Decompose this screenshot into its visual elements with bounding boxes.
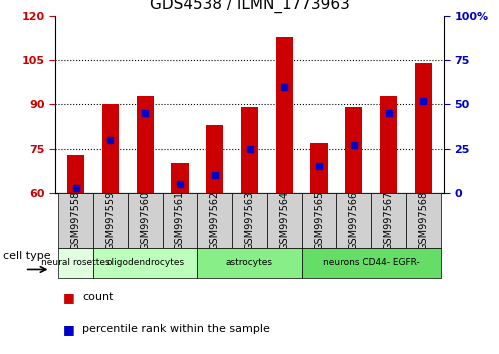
Text: GSM997567: GSM997567 (384, 191, 394, 250)
Bar (371, 193, 406, 248)
Bar (58, 193, 93, 248)
Bar (267, 193, 301, 248)
Bar (206, 125, 224, 193)
Text: GSM997566: GSM997566 (349, 191, 359, 250)
Text: GSM997568: GSM997568 (418, 191, 428, 250)
Bar (406, 193, 441, 248)
Bar (163, 193, 198, 248)
Text: GSM997561: GSM997561 (175, 191, 185, 250)
Text: cell type: cell type (3, 251, 50, 261)
Bar (345, 107, 362, 193)
Bar (198, 248, 301, 278)
Text: count: count (82, 292, 114, 302)
Text: astrocytes: astrocytes (226, 258, 273, 267)
Bar (232, 193, 267, 248)
Bar (198, 193, 232, 248)
Bar (301, 193, 336, 248)
Text: GSM997559: GSM997559 (105, 191, 115, 250)
Text: GSM997558: GSM997558 (71, 191, 81, 250)
Bar (415, 63, 432, 193)
Text: GSM997560: GSM997560 (140, 191, 150, 250)
Bar (93, 248, 198, 278)
Bar (93, 193, 128, 248)
Bar (102, 104, 119, 193)
Text: GSM997564: GSM997564 (279, 191, 289, 250)
Bar (171, 164, 189, 193)
Text: GSM997562: GSM997562 (210, 191, 220, 250)
Text: ■: ■ (63, 323, 74, 336)
Bar (336, 193, 371, 248)
Text: ■: ■ (63, 291, 74, 304)
Bar (301, 248, 441, 278)
Text: percentile rank within the sample: percentile rank within the sample (82, 324, 270, 334)
Bar (380, 96, 397, 193)
Bar (137, 96, 154, 193)
Bar (128, 193, 163, 248)
Text: GSM997563: GSM997563 (245, 191, 254, 250)
Text: neurons CD44- EGFR-: neurons CD44- EGFR- (323, 258, 420, 267)
Title: GDS4538 / ILMN_1773963: GDS4538 / ILMN_1773963 (150, 0, 349, 13)
Bar (58, 248, 93, 278)
Text: oligodendrocytes: oligodendrocytes (106, 258, 184, 267)
Bar (275, 36, 293, 193)
Text: neural rosettes: neural rosettes (41, 258, 110, 267)
Bar (241, 107, 258, 193)
Bar (310, 143, 328, 193)
Bar (67, 155, 84, 193)
Text: GSM997565: GSM997565 (314, 191, 324, 250)
